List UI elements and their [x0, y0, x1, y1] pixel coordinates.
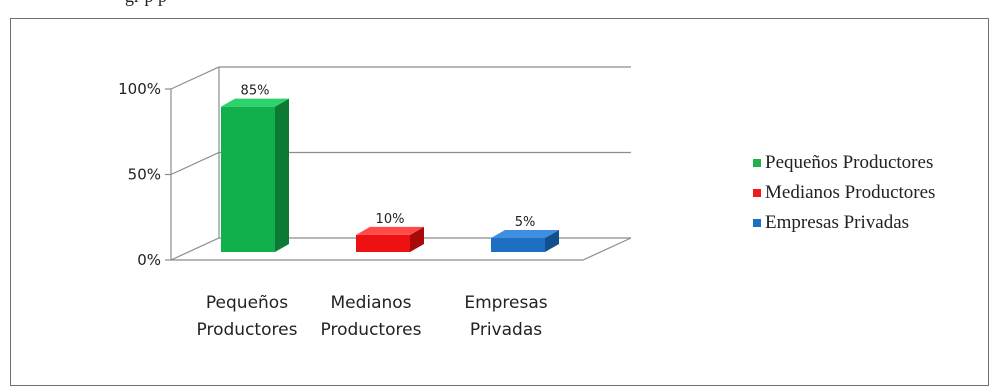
legend-label: Medianos Productores [765, 182, 936, 203]
legend-item-pequenos: Pequeños Productores [753, 148, 935, 178]
bar-top [491, 230, 559, 238]
bar-front [356, 234, 410, 252]
category-label: Empresas [464, 293, 547, 313]
legend-swatch [753, 219, 761, 227]
bar-side [275, 98, 289, 253]
legend-item-empresas: Empresas Privadas [753, 208, 935, 238]
chart-frame: 0% 50% 100% 85% 10% 5% Pequeños Productores Me… [10, 18, 989, 386]
bar-chart-3d: 0% 50% 100% 85% 10% 5% Pequeños Productores Me… [118, 66, 632, 340]
y-tick-label: 0% [137, 251, 161, 269]
data-label: 10% [376, 212, 405, 227]
figure-caption: gr p p [0, 0, 998, 8]
chart-walls [165, 66, 632, 261]
bar-top [356, 226, 424, 235]
category-label: Medianos [330, 293, 411, 313]
bar-top [221, 98, 289, 107]
bar-3: 5% [491, 215, 559, 252]
legend-label: Empresas Privadas [765, 212, 910, 233]
data-label: 85% [241, 84, 270, 99]
category-label: Productores [197, 320, 298, 340]
bar-front [221, 106, 275, 253]
bar-2: 10% [356, 212, 424, 252]
bar-side [545, 230, 559, 252]
legend-label: Pequeños Productores [765, 152, 934, 173]
y-tick-label: 100% [118, 80, 161, 98]
legend-swatch [753, 189, 761, 197]
bar-side [410, 226, 424, 252]
category-label: Pequeños [206, 293, 288, 313]
floor-edge [171, 237, 632, 261]
category-label: Privadas [470, 320, 542, 340]
legend-swatch [753, 159, 761, 167]
x-axis-categories: Pequeños Productores Medianos Productores Em… [197, 293, 548, 340]
bar-front [491, 238, 545, 252]
y-axis-ticks: 0% 50% 100% [118, 80, 161, 269]
category-label: Productores [321, 320, 422, 340]
data-label: 5% [515, 215, 536, 230]
gridline [170, 66, 631, 90]
bars: 85% 10% 5% [221, 84, 559, 253]
bar-1: 85% [221, 84, 289, 253]
gridline [170, 151, 631, 176]
y-tick-label: 50% [128, 166, 161, 184]
legend-item-medianos: Medianos Productores [753, 178, 935, 208]
legend: Pequeños Productores Medianos Productore… [753, 148, 935, 238]
